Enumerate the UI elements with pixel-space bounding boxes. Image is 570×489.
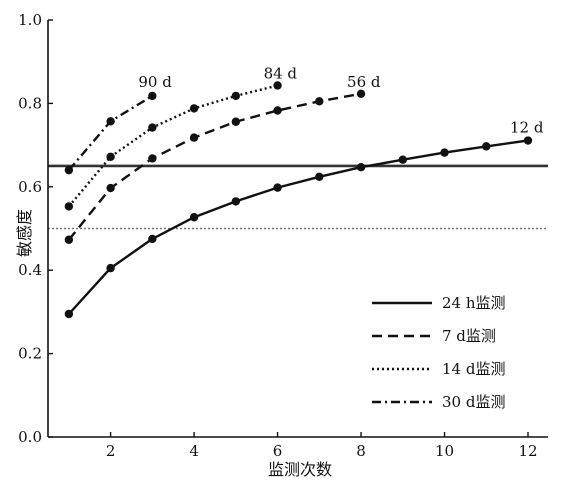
data-point [398,155,407,164]
data-point [356,89,366,99]
series-end-label: 12 d [510,119,544,137]
series-end-label: 84 d [264,64,298,82]
data-point [106,152,115,161]
data-point [482,142,491,151]
data-point [106,183,115,193]
data-point [64,309,74,319]
x-tick-label: 10 [435,442,454,460]
y-tick-label: 1.0 [18,11,42,29]
legend: 24 h监测 7 d监测 14 d监测 30 d监测 [372,294,506,411]
legend-item: 24 h监测 [372,294,506,312]
y-tick-label: 0.0 [18,428,42,446]
legend-label: 24 h监测 [442,294,506,312]
series-3 [64,81,282,211]
x-tick-label: 12 [518,442,537,460]
x-tick-label: 2 [106,442,116,460]
data-point [148,123,157,132]
data-point [440,148,449,157]
data-point [148,234,157,244]
data-point [106,117,115,126]
legend-item: 14 d监测 [372,360,505,378]
series-end-label: 90 d [138,73,172,91]
data-point [148,91,157,101]
legend-label: 30 d监测 [442,393,505,411]
series-end-label: 56 d [347,73,381,91]
data-point [315,172,324,181]
series-lines [64,81,533,319]
x-tick-label: 4 [189,442,199,460]
x-tick-label: 6 [273,442,283,460]
series-4 [64,91,157,175]
y-tick-label: 0.2 [18,345,42,363]
series-line [67,84,278,208]
data-point [231,197,241,206]
axes: 0.0 0.2 0.4 0.6 0.8 1.0 2 4 6 8 10 12 [18,11,548,460]
data-point [315,97,324,106]
data-point [64,235,74,244]
data-point [231,117,241,126]
y-tick-label: 0.6 [18,178,42,196]
reference-lines [48,164,548,230]
data-point [106,263,115,273]
data-point [64,165,74,175]
data-point [189,104,199,113]
x-axis-title: 监测次数 [268,460,332,479]
data-point [523,136,533,145]
y-axis-title: 敏感度 [15,209,34,257]
y-tick-label: 0.8 [18,94,42,112]
data-point [189,133,199,142]
y-tick-label: 0.4 [18,261,42,279]
legend-item: 7 d监测 [372,327,496,345]
data-point [189,213,199,222]
data-point [148,154,157,163]
series-line [68,139,529,315]
data-point [273,81,282,90]
data-point [273,106,282,115]
data-point [64,202,74,211]
series-1 [64,136,533,319]
x-tick-label: 8 [356,442,366,460]
series-2 [64,89,366,244]
legend-label: 7 d监测 [442,327,496,345]
series-end-labels: 12 d 56 d 84 d 90 d [138,64,544,136]
data-point [356,163,366,172]
data-point [273,183,282,192]
legend-label: 14 d监测 [442,360,505,378]
legend-item: 30 d监测 [372,393,505,411]
data-point [231,91,241,101]
